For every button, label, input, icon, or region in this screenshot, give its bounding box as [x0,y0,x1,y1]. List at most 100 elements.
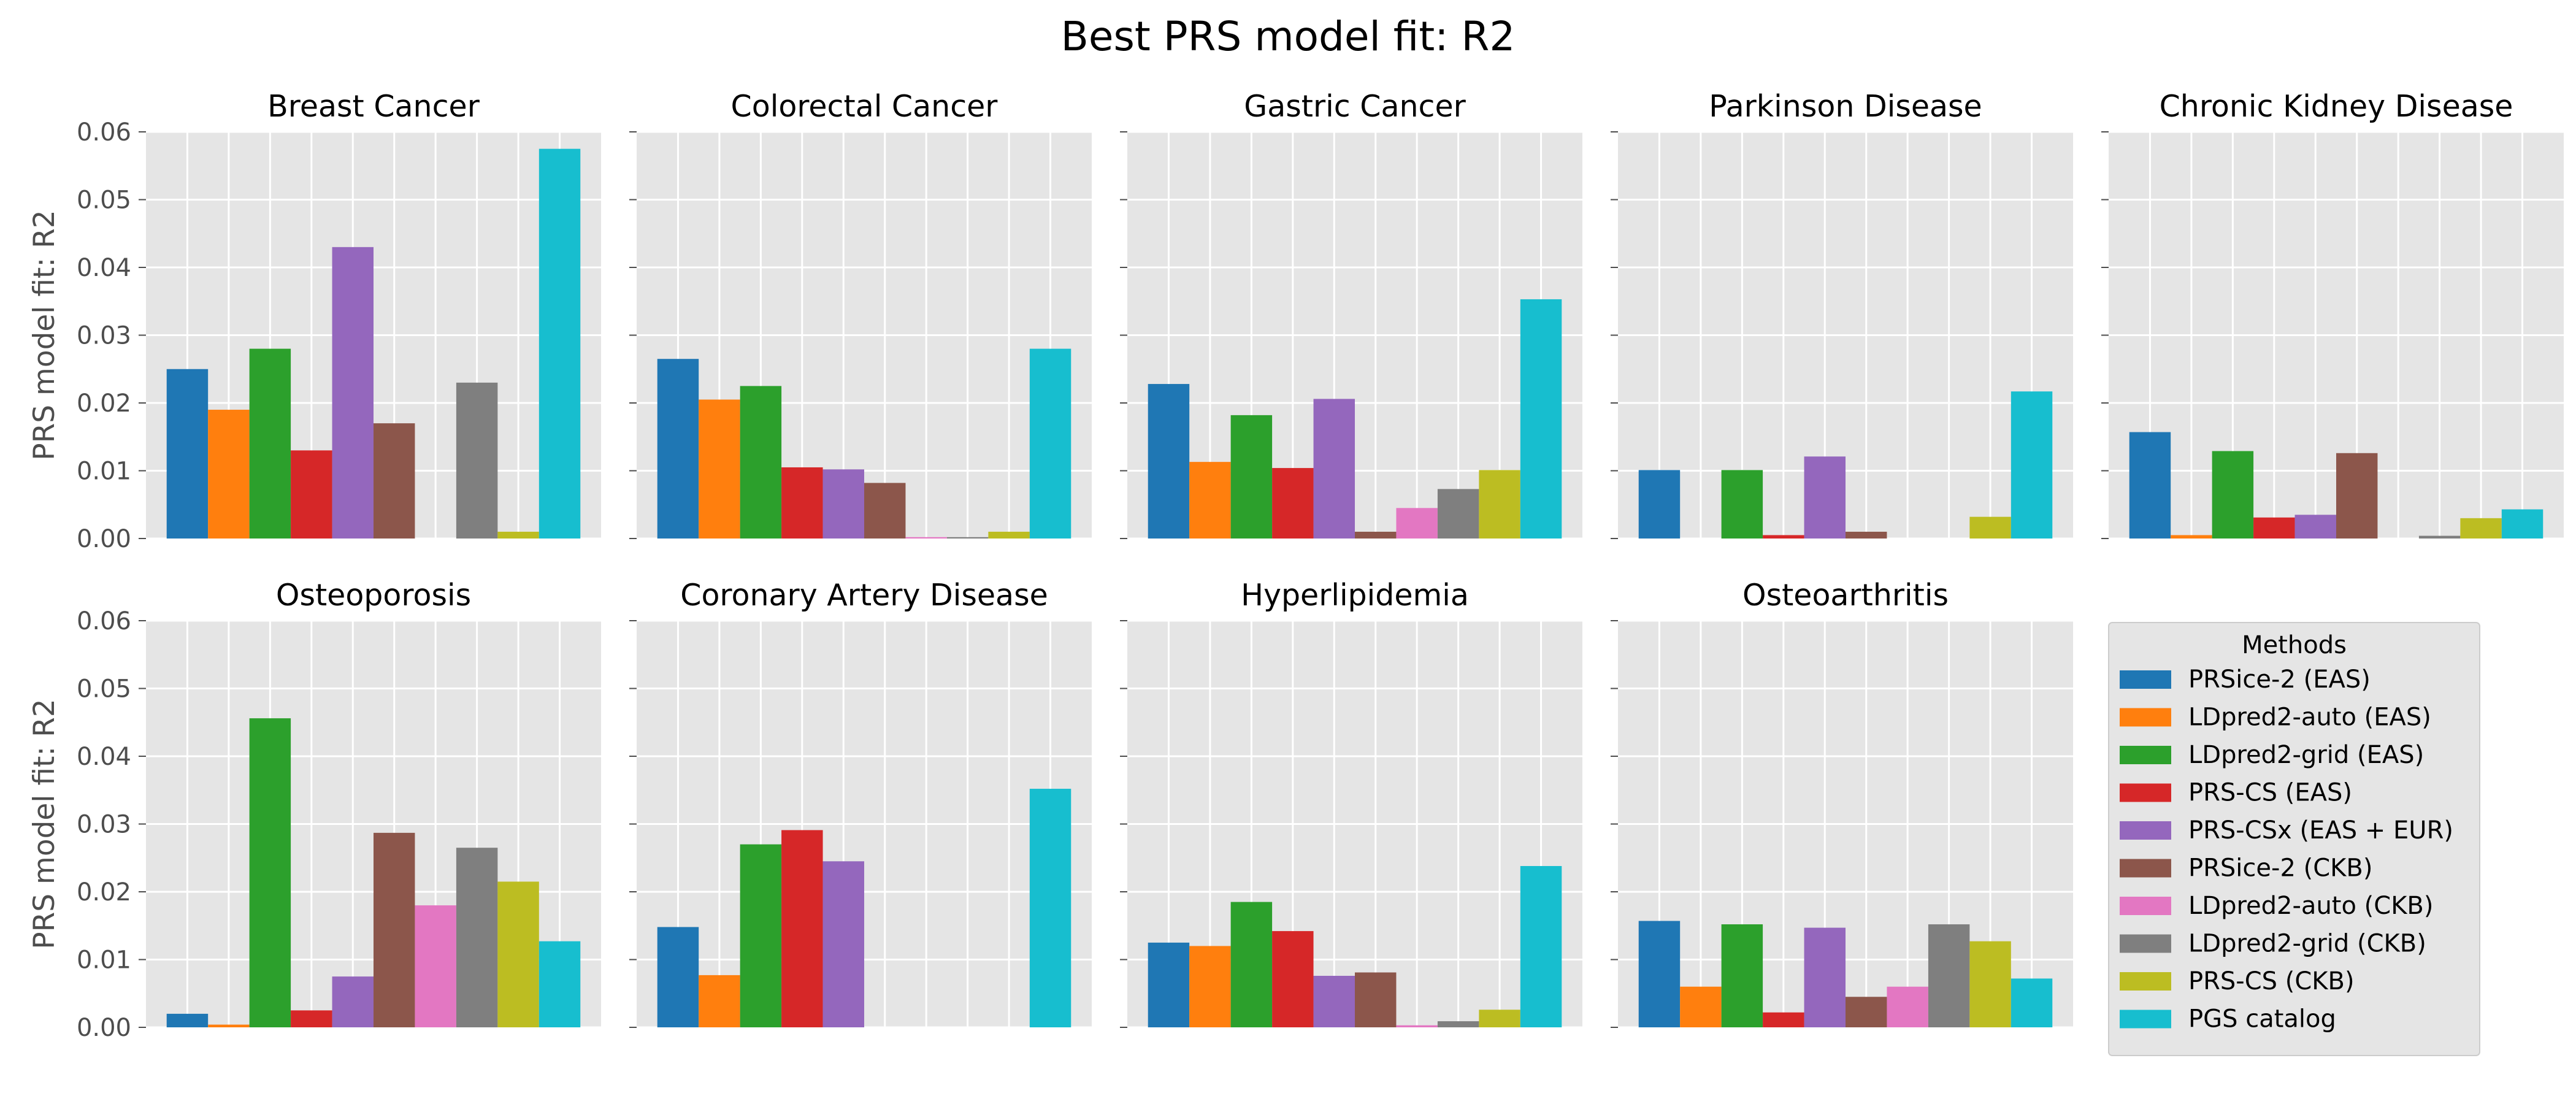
bar-ldpred2-grid-eas [1721,924,1763,1027]
bar-prs-cs-ckb [497,531,539,539]
legend-label: PRS-CSx (EAS + EUR) [2188,816,2453,845]
legend-label: LDpred2-grid (EAS) [2188,741,2424,769]
legend-swatch [2120,859,2171,878]
bar-ldpred2-grid-ckb [2418,535,2461,539]
bar-prsice-2-eas [2129,432,2171,539]
bar-prsice-2-eas [1148,942,1190,1027]
bar-pgs-catalog [2011,391,2053,539]
legend: Methods PRSice-2 (EAS) LDpred2-auto (EAS) L… [2108,622,2480,1056]
panel-title: Osteoarthritis [1742,578,1949,613]
bar-ldpred2-grid-eas [740,844,782,1027]
panel-colorectal-cancer: Colorectal Cancer [629,89,1092,540]
y-tick-label: 0.03 [77,322,131,350]
bar-pgs-catalog [2011,978,2053,1027]
legend-box [2108,622,2480,1056]
y-tick-label: 0.06 [77,607,131,635]
panel-breast-cancer: 0.00 0.01 0.02 0.03 0.04 0.05 0.06 Breast Cance… [28,89,601,553]
legend-swatch [2120,708,2171,727]
bar-prsice-2-eas [166,369,209,539]
bar-prs-cs-eas [781,467,823,539]
bar-ldpred2-auto-eas [208,1024,250,1027]
panel-osteoarthritis: Osteoarthritis [1611,578,2073,1029]
panel-title: Parkinson Disease [1709,89,1982,124]
bar-prs-csx-eas-eur [2294,515,2336,539]
legend-label: PRSice-2 (EAS) [2188,665,2371,694]
bar-prs-cs-ckb [497,881,539,1027]
bar-prsice-2-ckb [1355,972,1397,1027]
legend-label: LDpred2-auto (CKB) [2188,892,2433,920]
bar-prs-csx-eas-eur [332,976,374,1027]
bar-prs-cs-ckb [1479,1010,1520,1027]
bar-prsice-2-ckb [2336,453,2378,539]
y-tick-label: 0.01 [77,946,131,975]
legend-label: PRSice-2 (CKB) [2188,854,2372,883]
bar-prs-csx-eas-eur [822,469,864,539]
bar-ldpred2-grid-eas [1230,415,1273,539]
bar-ldpred2-grid-ckb [456,848,498,1027]
legend-label: LDpred2-auto (EAS) [2188,703,2431,732]
bar-pgs-catalog [2501,509,2543,539]
legend-item: LDpred2-grid (EAS) [2120,741,2424,769]
bar-ldpred2-grid-eas [249,718,291,1027]
y-tick-label: 0.01 [77,458,131,486]
y-tick-label: 0.00 [77,525,131,553]
panel-title: Hyperlipidemia [1241,578,1469,613]
legend-label: PGS catalog [2188,1005,2336,1033]
legend-item: PRSice-2 (CKB) [2120,854,2372,883]
bar-prsice-2-ckb [374,832,415,1027]
bar-ldpred2-grid-ckb [1437,1021,1479,1027]
figure-title: Best PRS model fit: R2 [1061,13,1516,60]
legend-swatch [2120,746,2171,764]
legend-swatch [2120,1010,2171,1029]
y-tick-label: 0.04 [77,254,131,282]
bar-prsice-2-ckb [1355,531,1397,539]
legend-item: PRS-CS (CKB) [2120,967,2355,995]
panel-title: Coronary Artery Disease [680,578,1048,613]
panel-parkinson-disease: Parkinson Disease [1611,89,2073,540]
legend-item: LDpred2-grid (CKB) [2120,930,2426,958]
bar-prs-cs-ckb [1969,941,2011,1027]
bar-prs-cs-eas [1763,1012,1804,1027]
bar-prs-cs-ckb [988,531,1030,539]
bar-pgs-catalog [1520,299,1562,539]
legend-swatch [2120,897,2171,915]
legend-item: LDpred2-auto (EAS) [2120,703,2431,732]
legend-title: Methods [2242,631,2347,659]
bar-prs-cs-ckb [1969,516,2011,539]
bar-prsice-2-ckb [1846,531,1887,539]
bar-prs-cs-eas [2253,517,2295,539]
bar-prs-cs-eas [1272,931,1314,1027]
panel-title: Chronic Kidney Disease [2160,89,2513,124]
bar-prs-csx-eas-eur [1804,927,1846,1027]
bar-ldpred2-auto-ckb [905,537,947,539]
bar-ldpred2-auto-eas [1189,946,1231,1027]
y-axis-label: PRS model fit: R2 [28,210,61,460]
bar-ldpred2-grid-ckb [1437,489,1479,539]
y-tick-label: 0.00 [77,1014,131,1042]
legend-swatch [2120,783,2171,802]
bar-pgs-catalog [539,941,581,1027]
bar-prsice-2-ckb [864,483,906,539]
y-tick-label: 0.02 [77,389,131,418]
panel-hyperlipidemia: Hyperlipidemia [1120,578,1582,1029]
panel-coronary-artery-disease: Coronary Artery Disease [629,578,1092,1029]
bar-ldpred2-auto-eas [699,399,740,539]
panel-osteoporosis: 0.00 0.01 0.02 0.03 0.04 0.05 0.06 Osteoporosis… [28,578,601,1042]
chart-panels: 0.00 0.01 0.02 0.03 0.04 0.05 0.06 Breast Cance… [28,89,2564,1042]
y-tick-label: 0.03 [77,811,131,839]
panel-title: Breast Cancer [267,89,480,124]
y-tick-label: 0.02 [77,878,131,907]
bar-prs-csx-eas-eur [822,861,864,1027]
bar-ldpred2-auto-ckb [415,905,456,1027]
bar-prsice-2-ckb [1846,997,1887,1027]
bar-ldpred2-grid-ckb [456,382,498,539]
y-tick-label: 0.05 [77,675,131,703]
bar-prs-cs-eas [291,450,332,539]
panel-gastric-cancer: Gastric Cancer [1120,89,1582,540]
bar-ldpred2-grid-eas [1230,902,1273,1027]
bar-prsice-2-eas [1638,921,1681,1027]
bar-prs-csx-eas-eur [1804,456,1846,539]
panel-title: Colorectal Cancer [731,89,999,124]
legend-swatch [2120,670,2171,689]
